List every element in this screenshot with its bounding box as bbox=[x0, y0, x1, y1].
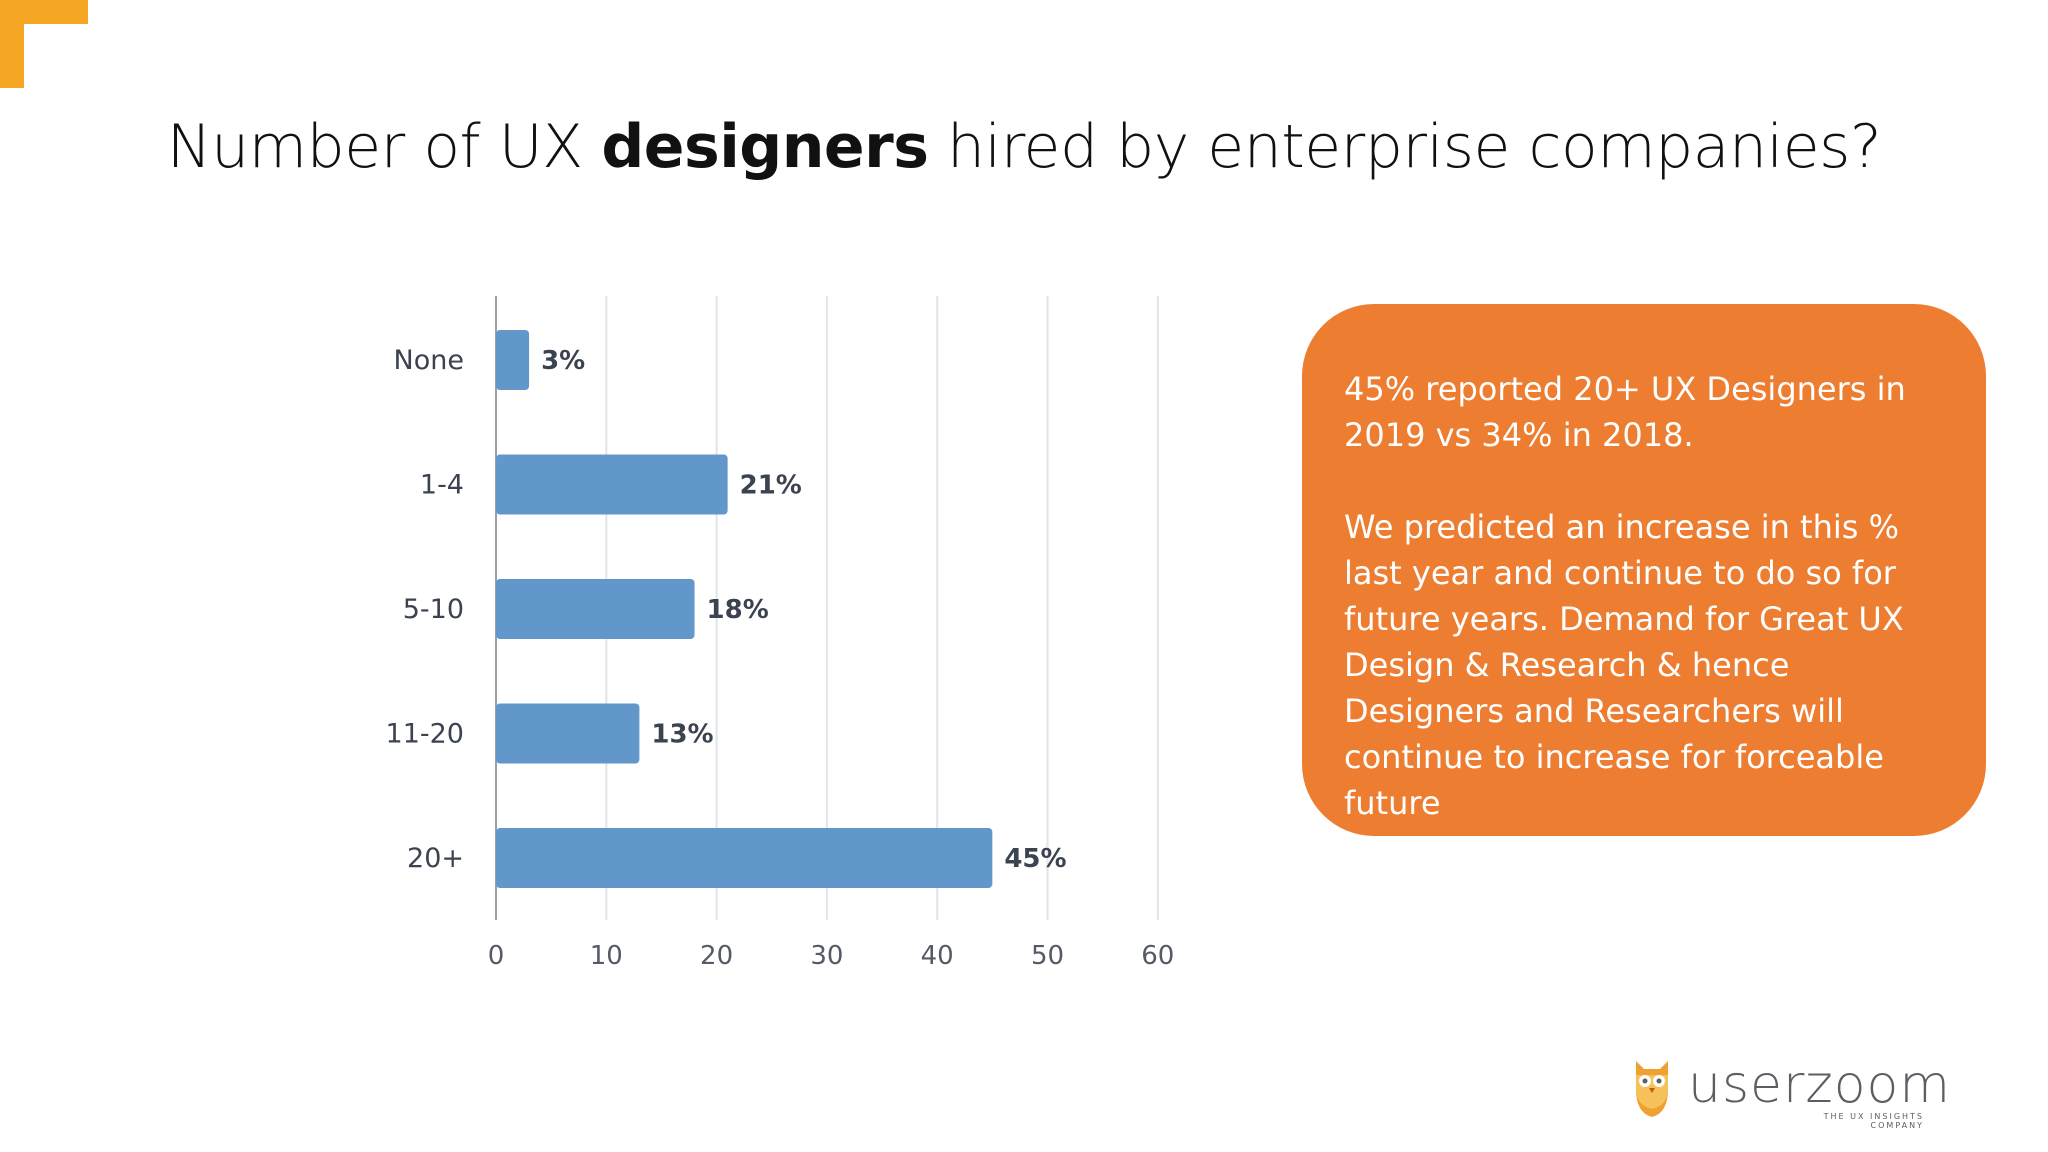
category-label: 5-10 bbox=[403, 594, 464, 625]
category-label: 11-20 bbox=[386, 719, 464, 750]
bar bbox=[496, 454, 728, 515]
userzoom-logo: userzoom THE UX INSIGHTS COMPANY bbox=[1630, 1055, 1950, 1130]
slide-title: Number of UX designers hired by enterpri… bbox=[0, 112, 2048, 182]
category-label: None bbox=[394, 345, 464, 376]
x-tick-label: 60 bbox=[1141, 941, 1174, 971]
bar bbox=[496, 828, 993, 888]
callout-box: 45% reported 20+ UX Designers in 2019 vs… bbox=[1302, 304, 1986, 836]
bar bbox=[496, 703, 640, 764]
x-tick-label: 20 bbox=[700, 941, 733, 971]
data-label: 18% bbox=[707, 595, 769, 625]
category-label: 20+ bbox=[407, 843, 464, 874]
bar bbox=[496, 579, 695, 639]
category-label: 1-4 bbox=[420, 470, 464, 501]
title-part-1: Number of UX bbox=[166, 112, 602, 182]
x-tick-label: 50 bbox=[1031, 941, 1064, 971]
bar bbox=[496, 330, 530, 390]
x-tick-label: 40 bbox=[921, 941, 954, 971]
callout-paragraph-2: We predicted an increase in this % last … bbox=[1344, 508, 1904, 822]
data-label: 45% bbox=[1004, 844, 1066, 874]
title-emphasis: designers bbox=[601, 112, 929, 182]
data-label: 13% bbox=[651, 720, 713, 750]
bar-chart: 0102030405060708090100None3%1-421%5-1018… bbox=[386, 296, 1174, 971]
logo-wordmark: userzoom bbox=[1688, 1055, 1951, 1115]
corner-bracket-decoration bbox=[0, 0, 88, 88]
title-part-2: hired by enterprise companies? bbox=[928, 112, 1882, 182]
data-label: 3% bbox=[541, 346, 585, 376]
x-tick-label: 30 bbox=[810, 941, 843, 971]
callout-paragraph-1: 45% reported 20+ UX Designers in 2019 vs… bbox=[1344, 370, 1906, 454]
x-tick-label: 0 bbox=[488, 941, 505, 971]
owl-icon bbox=[1636, 1061, 1668, 1117]
logo-tagline: THE UX INSIGHTS COMPANY bbox=[1823, 1112, 1924, 1130]
data-label: 21% bbox=[740, 471, 802, 501]
x-tick-label: 10 bbox=[590, 941, 623, 971]
